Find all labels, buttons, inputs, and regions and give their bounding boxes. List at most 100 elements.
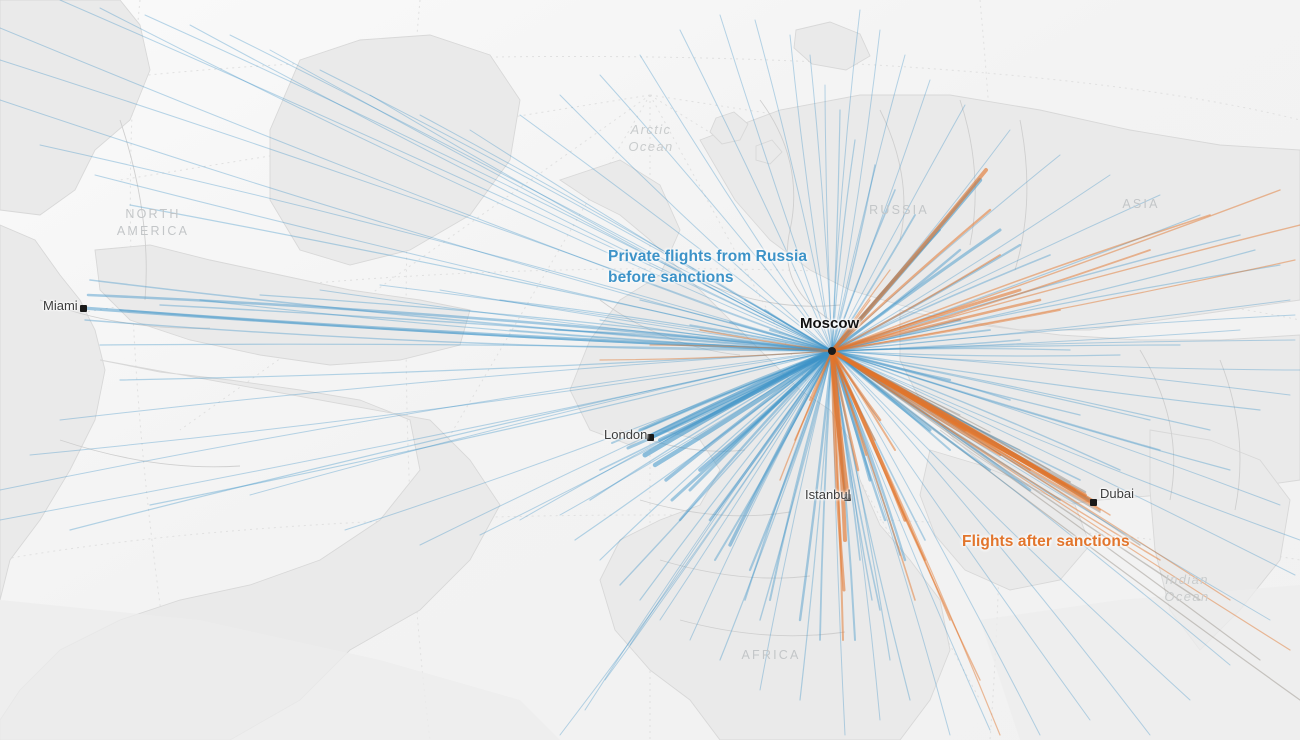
city-marker-miami[interactable]: [79, 304, 87, 312]
flight-route: [831, 350, 951, 621]
flight-route: [719, 14, 833, 352]
flight-route: [831, 350, 1201, 601]
flight-route: [831, 350, 1300, 371]
flight-route: [830, 168, 988, 353]
city-marker-london[interactable]: [646, 433, 654, 441]
flight-route: [499, 299, 833, 352]
flight-route: [831, 314, 1296, 352]
flight-route: [699, 329, 833, 352]
flight-route: [831, 350, 1261, 411]
flight-route: [584, 350, 833, 711]
flight-route: [830, 228, 1002, 353]
flight-route: [199, 299, 833, 352]
flight-route: [831, 329, 991, 352]
flight-route: [831, 269, 891, 352]
flight-route: [86, 293, 834, 353]
flight-route: [0, 27, 833, 352]
flight-route: [29, 350, 833, 456]
flight-route: [649, 344, 833, 352]
flight-route: [599, 350, 833, 471]
city-marker-dubai[interactable]: [1089, 498, 1097, 506]
flight-route: [189, 24, 833, 352]
flight-route: [831, 329, 1241, 352]
flight-route: [831, 309, 1061, 352]
flight-route: [119, 309, 833, 352]
city-marker-istanbul[interactable]: [843, 493, 851, 501]
flight-route: [619, 350, 833, 586]
flight-route: [744, 350, 833, 601]
flight-route: [679, 29, 833, 352]
flight-route: [831, 350, 981, 681]
flight-route: [419, 350, 833, 546]
flight-route: [831, 350, 1081, 416]
flight-route: [759, 350, 833, 621]
flight-route: [344, 350, 833, 531]
flight-route: [89, 279, 833, 352]
country-borders: [39, 99, 1241, 637]
flight-route: [831, 299, 1291, 352]
flight-route: [754, 19, 833, 352]
flight-route: [0, 350, 833, 521]
flight-route: [698, 349, 834, 472]
flight-route: [559, 350, 833, 516]
flight-route: [0, 99, 833, 352]
flight-route: [652, 348, 835, 468]
flight-route: [831, 350, 1296, 576]
flight-route: [831, 259, 1296, 352]
flight-route: [626, 349, 834, 450]
flight-route: [831, 350, 1121, 471]
flight-route: [229, 34, 833, 352]
flight-route: [831, 350, 1291, 651]
flight-route: [599, 319, 833, 352]
flight-route: [39, 144, 833, 352]
flight-route: [831, 224, 1300, 352]
flight-route: [830, 349, 860, 472]
flight-route: [259, 294, 833, 352]
flight-route: [611, 350, 833, 444]
flight-route: [830, 248, 962, 353]
flight-route: [714, 350, 833, 561]
flight-route: [554, 329, 833, 352]
flight-route: [798, 349, 834, 622]
city-marker-moscow[interactable]: [828, 347, 836, 355]
flight-route: [764, 309, 833, 352]
flight-route: [670, 349, 834, 502]
flight-route: [639, 299, 833, 352]
flight-route: [419, 114, 833, 352]
flight-route: [831, 194, 1161, 352]
flight-route: [830, 298, 1042, 353]
flight-route: [831, 350, 926, 561]
flight-route: [831, 214, 1211, 352]
flight-route: [629, 350, 833, 646]
flight-route: [599, 74, 833, 352]
flight-route: [439, 289, 833, 352]
flight-route: [831, 350, 1231, 601]
flight-route: [830, 349, 952, 382]
flight-route: [81, 306, 834, 353]
flight-route: [748, 349, 834, 572]
flight-route: [831, 350, 916, 601]
flight-route: [831, 139, 856, 352]
flight-route: [604, 350, 833, 681]
flight-route: [831, 350, 1121, 357]
flight-route: [678, 349, 834, 522]
flight-route: [59, 0, 833, 352]
flight-route: [831, 339, 1296, 352]
flight-route: [379, 284, 833, 352]
flight-route: [159, 304, 833, 352]
flight-route: [831, 109, 841, 352]
flight-route: [789, 34, 833, 352]
flight-route: [831, 350, 1211, 431]
flight-route: [689, 324, 833, 352]
flight-route: [830, 208, 992, 353]
flight-route: [638, 349, 834, 432]
flight-route: [99, 343, 833, 352]
flight-route: [589, 350, 833, 501]
flight-route: [831, 79, 931, 352]
flight-route: [831, 54, 906, 352]
flight-route: [830, 243, 1022, 353]
flight-route: [319, 289, 833, 352]
flight-route: [831, 249, 1151, 352]
